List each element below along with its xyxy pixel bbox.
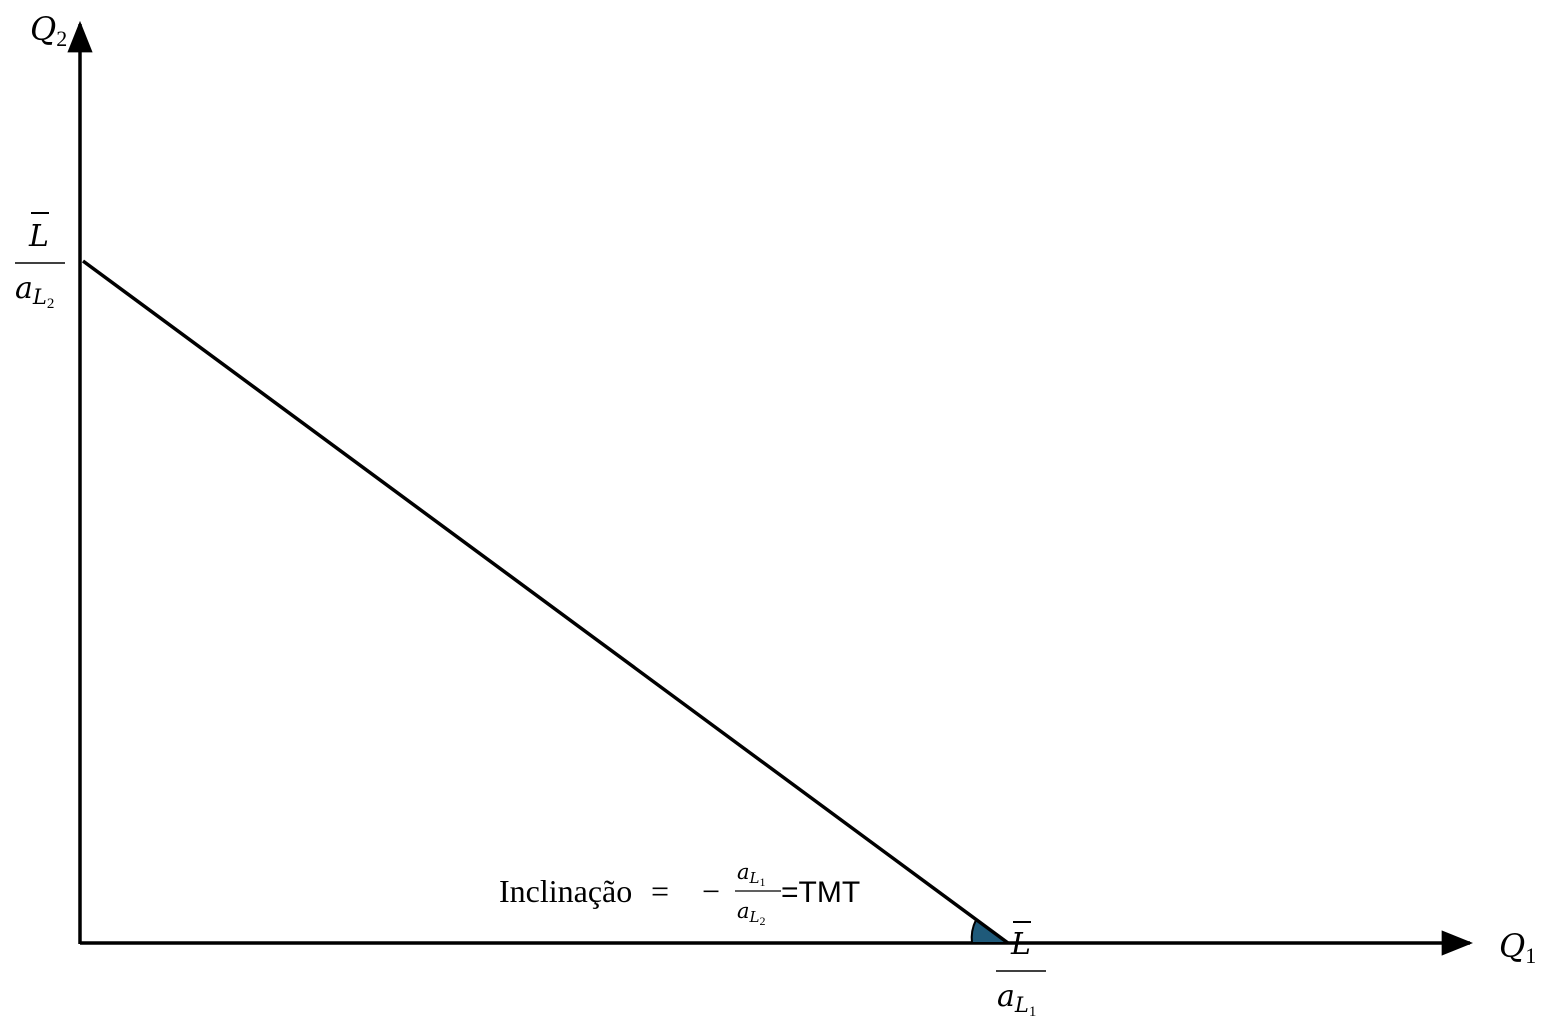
y-intercept-denominator: aL2 (15, 271, 54, 312)
x-axis-label: Q1 (1499, 927, 1536, 968)
x-intercept-numerator: L (1010, 927, 1031, 962)
y-axis-label: Q2 (30, 10, 67, 51)
slope-word: Inclinação (499, 873, 632, 909)
slope-annotation: Inclinação = − aL1 aL2 =TMT (499, 860, 860, 928)
x-intercept-denominator: aL1 (997, 979, 1036, 1020)
x-intercept-label: L aL1 (996, 921, 1046, 1020)
slope-fraction-denominator: aL2 (737, 899, 766, 928)
slope-equals: = (651, 873, 669, 909)
ppf-line (81, 259, 1010, 945)
slope-fraction-numerator: aL1 (737, 860, 766, 889)
y-intercept-label: L aL2 (15, 212, 65, 312)
y-intercept-numerator: L (28, 219, 49, 254)
slope-suffix: =TMT (781, 876, 860, 909)
slope-minus: − (702, 873, 720, 909)
